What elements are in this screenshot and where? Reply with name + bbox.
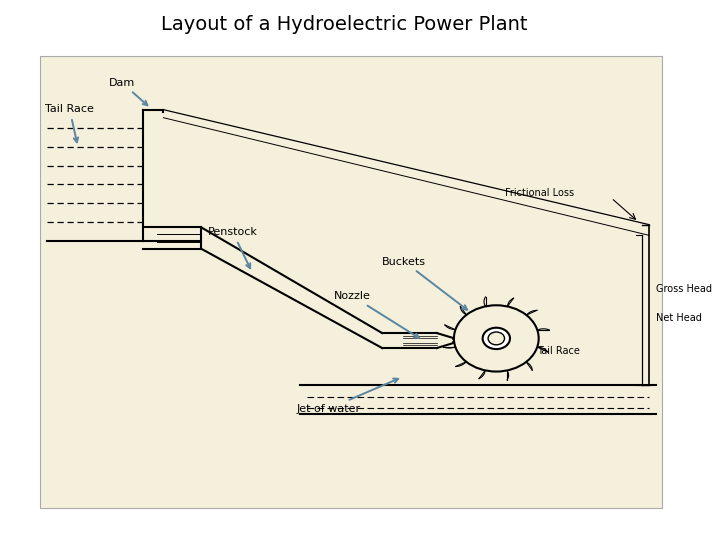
Circle shape	[482, 328, 510, 349]
Text: Jet of water: Jet of water	[297, 379, 398, 414]
Bar	[40, 56, 662, 508]
Text: Buckets: Buckets	[382, 256, 467, 310]
Text: Tail Race: Tail Race	[537, 346, 580, 356]
Text: Gross Head: Gross Head	[656, 284, 711, 294]
Ellipse shape	[454, 305, 539, 372]
Text: Frictional Loss: Frictional Loss	[505, 187, 575, 198]
Text: Layout of a Hydroelectric Power Plant: Layout of a Hydroelectric Power Plant	[161, 15, 528, 33]
Circle shape	[488, 332, 505, 345]
Text: Nozzle: Nozzle	[334, 292, 419, 338]
Text: Dam: Dam	[109, 78, 148, 105]
Text: Tail Race: Tail Race	[45, 104, 94, 142]
Text: Net Head: Net Head	[656, 313, 701, 323]
Text: Penstock: Penstock	[208, 227, 258, 268]
